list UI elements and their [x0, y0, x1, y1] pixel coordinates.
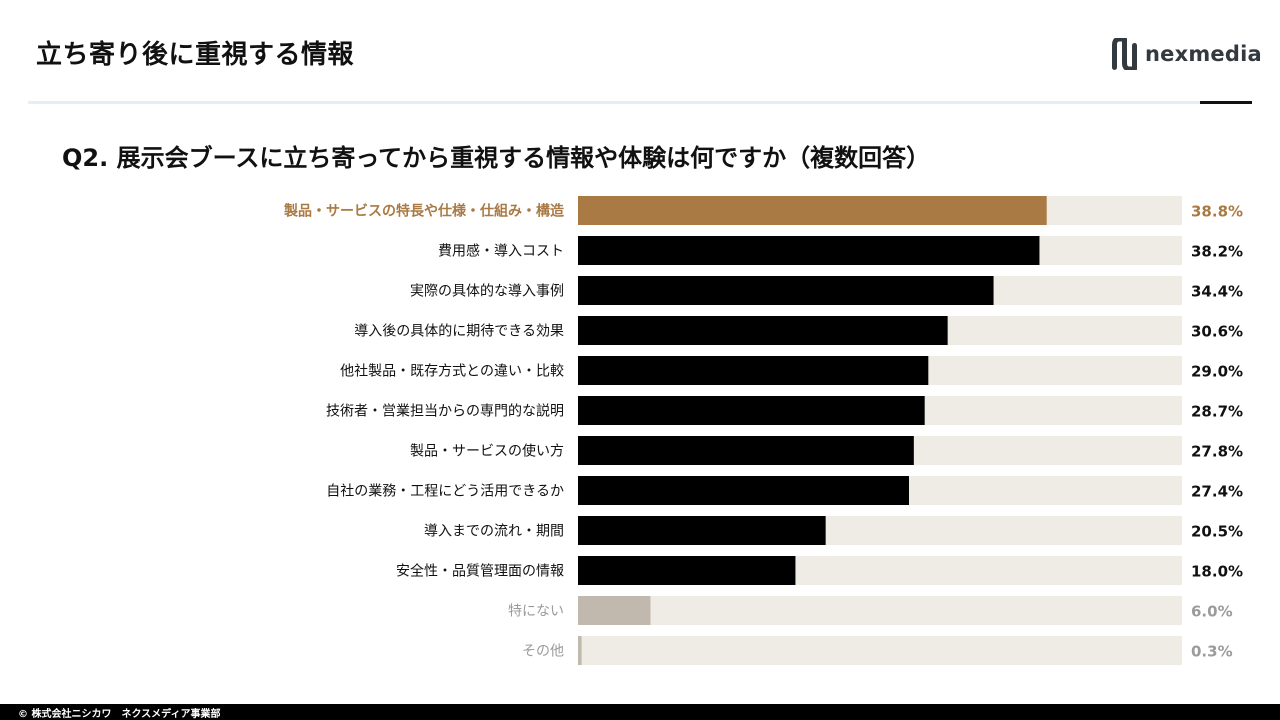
value-label: 38.8% [1191, 203, 1243, 221]
bar [578, 516, 826, 545]
category-label: 導入までの流れ・期間 [424, 524, 564, 540]
bar [578, 196, 1047, 225]
bar [578, 556, 796, 585]
bar-chart: 製品・サービスの特長や仕様・仕組み・構造 38.8% 費用感・導入コスト 38.2% 実… [283, 196, 1243, 665]
category-label: 特にない [508, 604, 564, 620]
footer-bar: © 株式会社ニシカワ ネクスメディア事業部 [0, 704, 1280, 720]
value-label: 30.6% [1191, 323, 1243, 341]
question-heading: Q2. 展示会ブースに立ち寄ってから重視する情報や体験は何ですか（複数回答） [62, 144, 931, 172]
value-label: 38.2% [1191, 243, 1243, 261]
bar [578, 396, 925, 425]
nexmedia-logo-mark-icon [1112, 38, 1137, 70]
bar [578, 356, 929, 385]
bar [578, 316, 948, 345]
bar [578, 636, 582, 665]
value-label: 0.3% [1191, 643, 1233, 661]
category-label: 自社の業務・工程にどう活用できるか [326, 484, 564, 500]
category-label: 製品・サービスの特長や仕様・仕組み・構造 [283, 203, 564, 220]
value-label: 18.0% [1191, 563, 1243, 581]
category-label: その他 [522, 644, 564, 660]
value-label: 28.7% [1191, 403, 1243, 421]
footer-copyright: © 株式会社ニシカワ ネクスメディア事業部 [18, 709, 221, 720]
category-label: 費用感・導入コスト [438, 243, 564, 260]
header-divider [28, 101, 1200, 104]
value-label: 6.0% [1191, 603, 1233, 621]
category-label: 技術者・営業担当からの専門的な説明 [326, 404, 564, 420]
category-label: 安全性・品質管理面の情報 [396, 563, 564, 580]
value-label: 20.5% [1191, 523, 1243, 541]
bar-track [578, 636, 1182, 665]
slide-title: 立ち寄り後に重視する情報 [36, 40, 355, 70]
bar [578, 596, 651, 625]
value-label: 27.4% [1191, 483, 1243, 501]
bar [578, 436, 914, 465]
value-label: 27.8% [1191, 443, 1243, 461]
category-label: 製品・サービスの使い方 [410, 443, 564, 460]
category-label: 導入後の具体的に期待できる効果 [354, 324, 564, 340]
value-label: 29.0% [1191, 363, 1243, 381]
bar-track [578, 596, 1182, 625]
bar [578, 476, 909, 505]
category-label: 他社製品・既存方式との違い・比較 [340, 364, 564, 380]
value-label: 34.4% [1191, 283, 1243, 301]
logo-text: nexmedia [1145, 42, 1262, 66]
bar [578, 236, 1040, 265]
header-divider-accent [1200, 101, 1252, 104]
category-label: 実際の具体的な導入事例 [410, 284, 564, 300]
brand-logo: nexmedia [1112, 38, 1262, 70]
bar [578, 276, 994, 305]
